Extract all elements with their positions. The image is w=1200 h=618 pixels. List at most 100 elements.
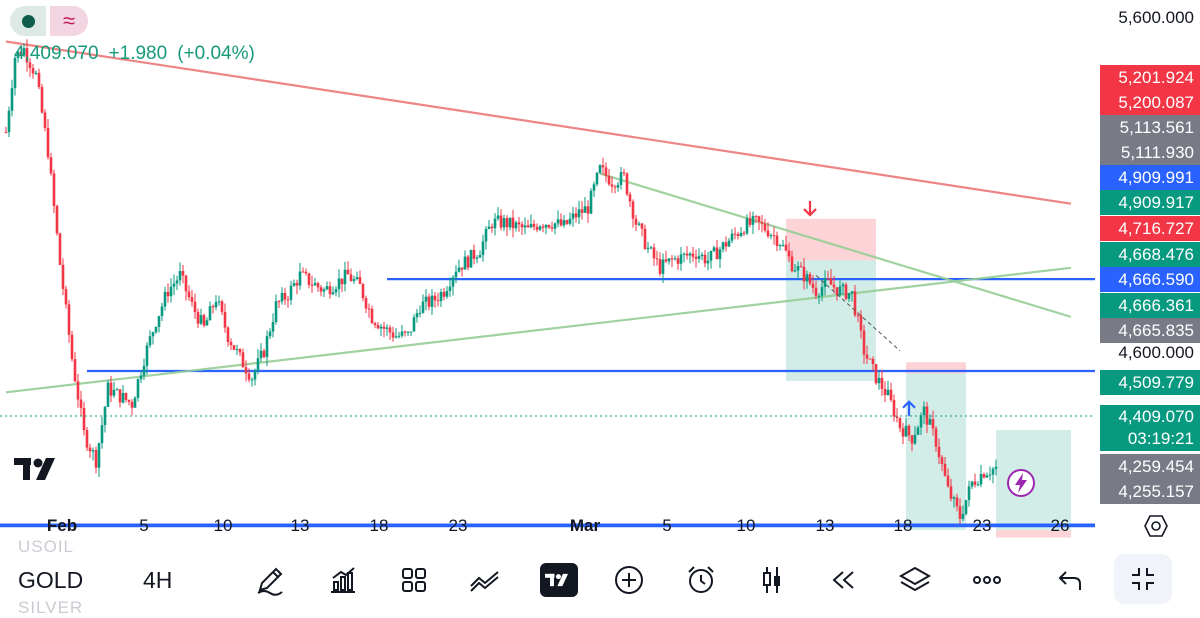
axis-tag: 4,509.779 xyxy=(1100,370,1200,395)
candle-body xyxy=(115,389,119,391)
compare-symbols-icon[interactable] xyxy=(465,560,505,600)
candle-body xyxy=(214,302,218,308)
replay-icon[interactable] xyxy=(823,560,863,600)
candle-body xyxy=(922,406,926,416)
layers-icon[interactable] xyxy=(895,560,935,600)
candle-body xyxy=(646,247,650,249)
candle-body xyxy=(97,443,101,468)
candle-body xyxy=(790,256,794,272)
candle-body xyxy=(541,226,545,228)
candle-body xyxy=(502,218,506,228)
candle-body xyxy=(538,226,542,230)
candle-body xyxy=(67,304,71,335)
candle-body xyxy=(976,484,980,486)
candle-body xyxy=(289,285,293,300)
add-icon[interactable] xyxy=(609,560,649,600)
tradingview-chart-icon[interactable] xyxy=(540,563,578,597)
candle-body xyxy=(238,349,242,353)
candle-body xyxy=(517,222,521,225)
symbol-prev[interactable]: USOIL xyxy=(18,537,75,556)
candle-body xyxy=(328,286,332,295)
candle-body xyxy=(700,254,704,257)
candle-body xyxy=(145,345,149,366)
trend-line xyxy=(599,172,1072,318)
candle-body xyxy=(616,184,620,188)
candle-body xyxy=(148,336,152,346)
candle-body xyxy=(529,223,533,228)
candle-body xyxy=(958,506,962,519)
axis-price-label: 4,600.000 xyxy=(1118,343,1194,362)
candle-body xyxy=(337,278,341,290)
flash-icon[interactable] xyxy=(1006,468,1036,498)
candle-body xyxy=(154,326,158,333)
projection-line xyxy=(815,275,901,352)
candle-body xyxy=(253,370,257,380)
candle-body xyxy=(847,293,851,299)
candle-body xyxy=(610,184,614,187)
candle-body xyxy=(802,266,806,282)
candle-body xyxy=(637,223,641,225)
indicator-badges[interactable]: ≈ xyxy=(10,6,88,36)
bottom-toolbar xyxy=(0,549,1200,611)
layout-grid-icon[interactable] xyxy=(394,560,434,600)
candle-body xyxy=(25,48,29,63)
candle-body xyxy=(382,326,386,329)
candle-style-icon[interactable] xyxy=(752,560,792,600)
market-status-icon[interactable] xyxy=(10,6,46,36)
axis-tag: 4,909.991 xyxy=(1100,165,1200,190)
collapse-icon[interactable] xyxy=(1114,554,1172,604)
axis-settings-icon[interactable] xyxy=(1144,514,1168,538)
drawing-pen-icon[interactable] xyxy=(250,560,290,600)
wave-icon[interactable]: ≈ xyxy=(50,6,88,36)
candle-body xyxy=(856,315,860,317)
price-chart[interactable] xyxy=(0,0,1200,549)
candle-body xyxy=(754,216,758,218)
candle-body xyxy=(841,284,845,287)
time-axis-label: Mar xyxy=(569,516,601,535)
candle-body xyxy=(310,284,314,286)
candle-body xyxy=(274,301,278,323)
candle-body xyxy=(484,228,488,242)
time-axis-label: 10 xyxy=(213,516,233,535)
candle-body xyxy=(94,450,98,468)
price-change: +1.980 xyxy=(108,43,168,64)
candle-body xyxy=(73,359,77,382)
candle-body xyxy=(697,256,701,259)
symbol-next[interactable]: SILVER xyxy=(18,598,84,617)
candle-body xyxy=(949,486,953,499)
candle-body xyxy=(505,218,509,228)
candle-body xyxy=(40,86,44,113)
candle-body xyxy=(427,296,431,307)
more-icon[interactable] xyxy=(967,560,1007,600)
candle-body xyxy=(775,235,779,247)
stop-loss-zone xyxy=(996,530,1071,538)
axis-tag: 4,716.727 xyxy=(1100,216,1200,241)
candle-body xyxy=(193,301,197,313)
candle-body xyxy=(379,326,383,329)
candle-body xyxy=(166,291,170,297)
candle-body xyxy=(859,315,863,331)
symbol-name[interactable]: GOLD xyxy=(18,567,84,593)
axis-tag: 4,259.454 xyxy=(1100,454,1200,479)
candle-body xyxy=(940,457,944,464)
candle-body xyxy=(532,223,536,227)
candle-body xyxy=(916,427,920,435)
candle-body xyxy=(763,223,767,231)
candle-body xyxy=(919,415,923,428)
candle-body xyxy=(784,244,788,251)
candle-body xyxy=(319,287,323,292)
indicators-icon[interactable] xyxy=(323,560,363,600)
undo-icon[interactable] xyxy=(1050,560,1090,600)
candle-body xyxy=(229,342,233,346)
candle-body xyxy=(301,271,305,273)
candle-body xyxy=(772,235,776,237)
candle-body xyxy=(58,233,62,265)
alarm-clock-icon[interactable] xyxy=(681,560,721,600)
candle-body xyxy=(85,430,89,448)
timeframe-button[interactable]: 4H xyxy=(143,567,173,593)
price-header: 4,409.070 +1.980 (+0.04%) xyxy=(14,43,255,65)
candle-body xyxy=(265,336,269,358)
candle-body xyxy=(970,481,974,487)
candle-body xyxy=(964,500,968,514)
candle-body xyxy=(685,253,689,256)
